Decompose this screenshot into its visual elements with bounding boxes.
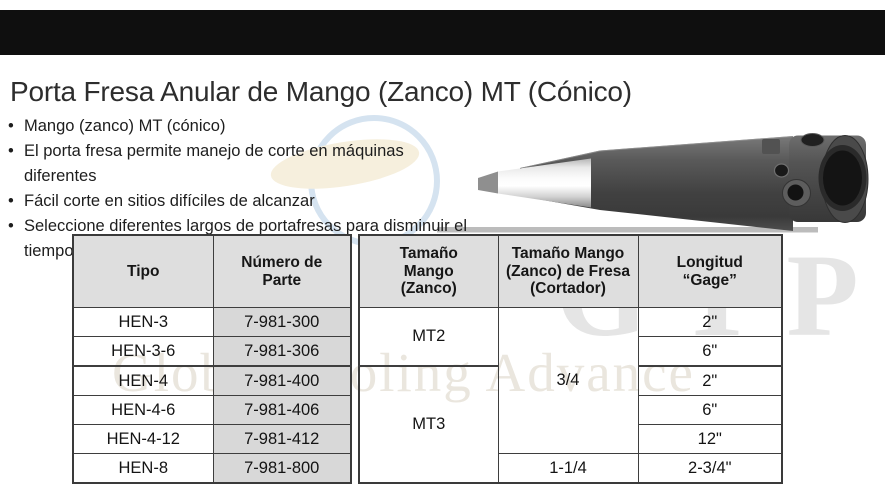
table-row: 6" [359,336,783,367]
cell-fresa-34: 3/4 [497,307,639,454]
cell-longitud: 6" [637,395,783,425]
cell-numero: 7-981-306 [212,336,352,367]
cell-longitud: 2-3/4" [637,453,783,484]
bullet-icon: • [8,117,14,135]
spec-table-left: Tipo Número de Parte HEN-3 7-981-300 HEN… [72,234,352,484]
cell-tipo: HEN-4-12 [72,424,214,454]
bullet-icon: • [8,192,14,210]
col-header-longitud: Longitud “Gage” [637,234,783,308]
page-title: Porta Fresa Anular de Mango (Zanco) MT (… [10,76,632,107]
col-header-mango: Tamaño Mango (Zanco) [358,234,499,308]
table-row: HEN-4-12 7-981-412 [72,424,352,454]
table-row: HEN-4 7-981-400 [72,365,352,396]
table-row: 6" [359,395,783,425]
cell-longitud: 12" [637,424,783,454]
shank-tang [478,171,498,194]
col-header-fresa: Tamaño Mango (Zanco) de Fresa (Cortador) [497,234,639,308]
cell-mango-mt2: MT2 [358,307,499,367]
table-row: 12" [359,424,783,454]
col-header-tipo: Tipo [72,234,214,308]
photo-baseline-strip [437,227,818,233]
list-item: • El porta fresa permite manejo de corte… [8,139,478,189]
side-screw-hole [787,184,804,201]
set-screw-tab [762,139,780,154]
header-row: Tamaño Mango (Zanco) Tamaño Mango (Zanco… [358,234,783,308]
list-item-text: Fácil corte en sitios difíciles de alcan… [24,192,315,210]
table-row: MT2 3/4 2" [358,307,783,454]
list-item: • Fácil corte en sitios difíciles de alc… [8,189,478,214]
cell-mango-mt3: MT3 [358,365,499,484]
table-row: HEN-8 7-981-800 [72,453,352,484]
cell-fresa-114: 1-1/4 [497,453,639,484]
table-row: MT3 2" [358,365,783,484]
top-black-band [0,10,885,55]
cell-numero: 7-981-400 [212,365,352,396]
feature-list: • Mango (zanco) MT (cónico) • El porta f… [8,114,478,264]
head-top-set-screw [800,133,825,147]
body-side-hole [773,163,790,178]
morse-taper-shank [498,158,591,208]
cell-tipo: HEN-3-6 [72,336,214,367]
list-item-text: Mango (zanco) MT (cónico) [24,117,226,135]
header-row: Tipo Número de Parte [72,234,352,308]
bore-hole [823,150,862,206]
cell-numero: 7-981-300 [212,307,352,337]
list-item: • Mango (zanco) MT (cónico) [8,114,478,139]
table-row: HEN-4-6 7-981-406 [72,395,352,425]
bullet-icon: • [8,217,14,235]
table-row: HEN-3 7-981-300 [72,307,352,337]
list-item-text: El porta fresa permite manejo de corte e… [24,142,404,185]
cell-tipo: HEN-3 [72,307,214,337]
table-row: HEN-3-6 7-981-306 [72,336,352,367]
arbor-body-highlight [521,136,794,169]
cell-longitud: 6" [637,336,783,367]
spec-table-right: Tamaño Mango (Zanco) Tamaño Mango (Zanco… [358,234,783,484]
cell-numero: 7-981-800 [212,453,352,484]
cell-longitud: 2" [637,365,783,396]
cell-tipo: HEN-8 [72,453,214,484]
cell-tipo: HEN-4-6 [72,395,214,425]
cell-numero: 7-981-412 [212,424,352,454]
col-header-numero: Número de Parte [212,234,352,308]
cell-numero: 7-981-406 [212,395,352,425]
cell-longitud: 2" [637,307,783,337]
cell-tipo: HEN-4 [72,365,214,396]
bullet-icon: • [8,142,14,160]
table-row: 1-1/4 2-3/4" [359,453,783,484]
